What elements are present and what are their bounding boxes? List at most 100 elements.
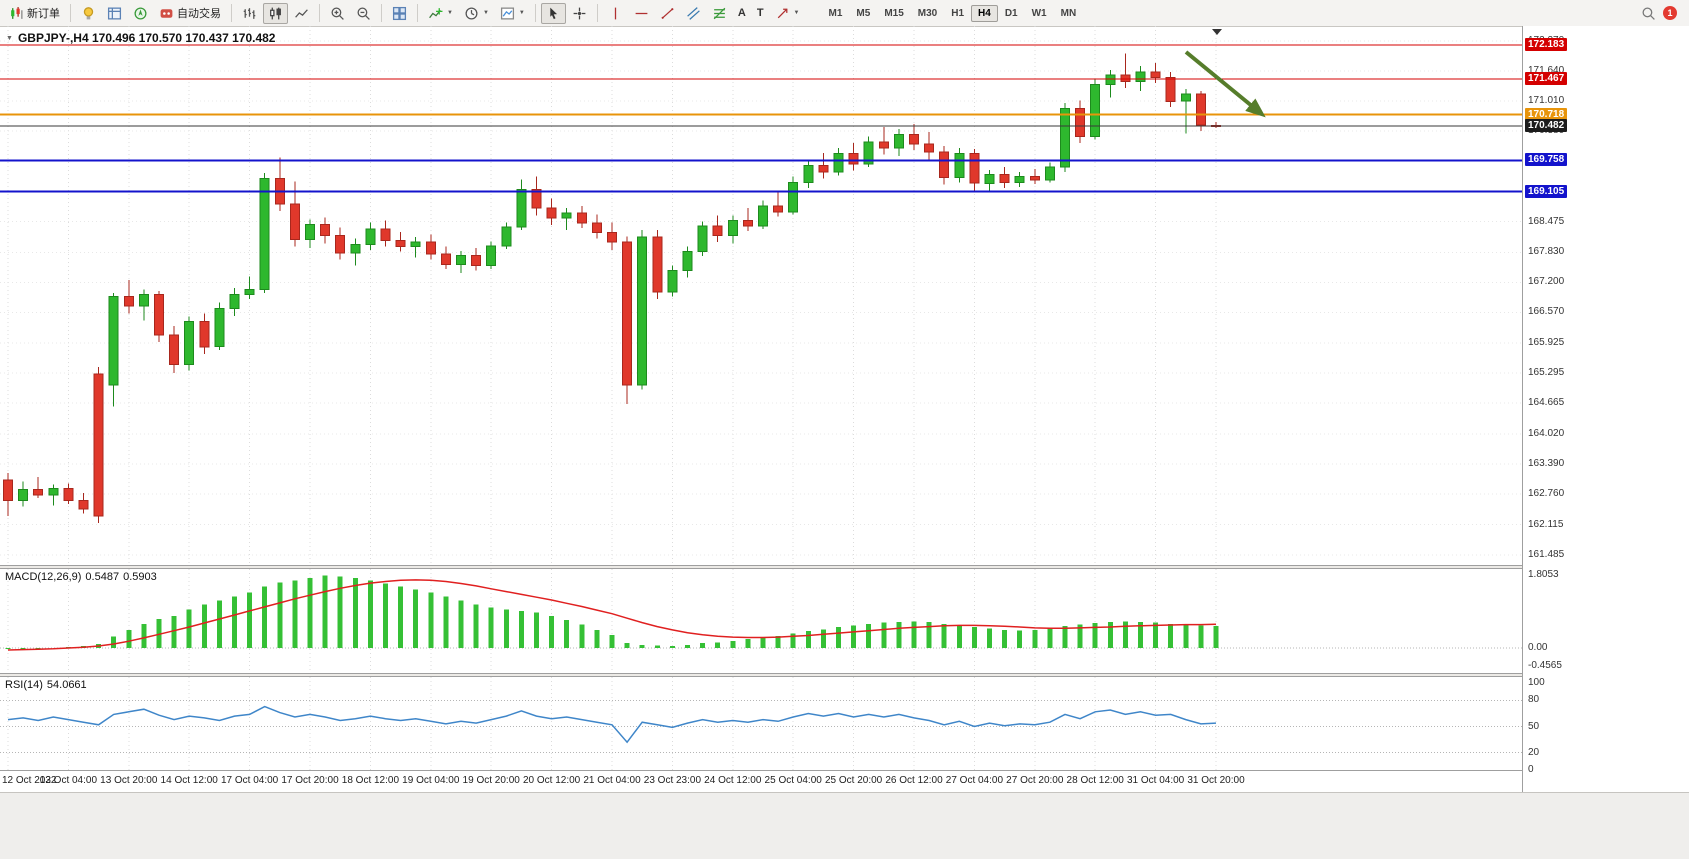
line-chart-icon <box>294 6 309 21</box>
trend-arrow-annotation[interactable] <box>1184 50 1266 118</box>
price-axis[interactable]: 172.270171.640171.010170.380169.750169.1… <box>1522 26 1689 792</box>
macd-histogram <box>5 575 1219 650</box>
timeframe-h4-button[interactable]: H4 <box>971 4 998 22</box>
indicators-button[interactable]: ▼ <box>423 3 458 24</box>
chart-shift-marker[interactable] <box>1212 29 1222 35</box>
macd-value-signal: 0.5903 <box>123 571 157 583</box>
timeframe-m5-button[interactable]: M5 <box>856 7 871 19</box>
line-chart-mode-button[interactable] <box>289 3 314 24</box>
price-tick: 167.200 <box>1528 276 1565 288</box>
rsi-tick: 80 <box>1528 694 1540 706</box>
navigator-button[interactable] <box>128 3 153 24</box>
price-tick: 164.665 <box>1528 397 1565 409</box>
time-axis[interactable]: 12 Oct 2022 13 Oct 04:00 13 Oct 20:00 14 Oc… <box>0 770 1522 793</box>
tile-windows-button[interactable] <box>387 3 412 24</box>
channel-tool-button[interactable] <box>681 3 706 24</box>
toolbar-right-group: 1 <box>1641 6 1685 21</box>
timeframe-w1-button[interactable]: W1 <box>1031 7 1047 19</box>
time-label: 13 Oct 20:00 <box>100 775 158 786</box>
time-label: 26 Oct 12:00 <box>885 775 943 786</box>
time-label: 17 Oct 04:00 <box>220 775 279 786</box>
cursor-tool-button[interactable] <box>540 2 566 24</box>
price-badge: 171.467 <box>1525 72 1568 86</box>
bar-chart-icon <box>242 6 257 21</box>
macd-value-main: 0.5487 <box>85 571 120 583</box>
fibonacci-tool-button[interactable] <box>707 3 732 24</box>
timeframe-m1-button[interactable]: M1 <box>828 7 843 19</box>
rsi-tick: 100 <box>1528 677 1545 689</box>
time-label: 19 Oct 20:00 <box>462 775 520 786</box>
crosshair-tool-button[interactable] <box>567 3 592 24</box>
price-tick: 162.115 <box>1528 518 1564 530</box>
zoom-in-icon <box>330 6 345 21</box>
arrows-tool-button[interactable]: ▼ <box>770 3 805 24</box>
macd-tick: 0.00 <box>1528 642 1548 653</box>
price-tick: 171.010 <box>1528 94 1565 106</box>
channel-icon <box>686 6 701 21</box>
candlestick-mode-button[interactable] <box>263 2 288 24</box>
bar-chart-mode-button[interactable] <box>237 3 262 24</box>
gridlines <box>0 26 1522 565</box>
time-label: 14 Oct 12:00 <box>160 775 218 786</box>
trendline-icon <box>660 6 675 21</box>
horizontal-line-tool-button[interactable] <box>629 3 654 24</box>
chart-title-bar: ▼ GBPJPY-,H4 170.496 170.570 170.437 170… <box>6 31 275 45</box>
rsi-tick: 0 <box>1528 764 1534 775</box>
template-chart-icon <box>500 6 515 21</box>
time-label: 27 Oct 04:00 <box>945 775 1004 786</box>
timeframe-m30-button[interactable]: M30 <box>917 7 938 19</box>
toolbar-separator <box>231 4 232 22</box>
text-tool-button[interactable]: A <box>733 4 751 22</box>
macd-tick: 1.8053 <box>1528 569 1559 581</box>
rsi-value: 54.0661 <box>46 679 87 691</box>
rsi-line <box>7 705 1217 744</box>
panel-divider[interactable] <box>0 565 1689 569</box>
notification-badge[interactable]: 1 <box>1663 6 1677 20</box>
one-click-trading-toggle[interactable]: ▼ <box>6 34 13 42</box>
arrow-shape-icon <box>775 6 790 21</box>
tile-windows-icon <box>392 6 407 21</box>
time-label: 21 Oct 04:00 <box>583 775 641 786</box>
new-order-label: 新订单 <box>27 8 60 20</box>
search-icon[interactable] <box>1641 6 1656 21</box>
vertical-line-icon <box>608 6 623 21</box>
timeframe-m15-button[interactable]: M15 <box>884 7 904 19</box>
new-chart-button[interactable] <box>102 3 127 24</box>
lightbulb-button[interactable] <box>76 3 101 24</box>
zoom-out-button[interactable] <box>351 3 376 24</box>
time-label: 24 Oct 12:00 <box>704 775 762 786</box>
indicators-plus-icon <box>428 6 443 21</box>
lightbulb-icon <box>81 6 96 21</box>
time-label: 19 Oct 04:00 <box>402 775 460 786</box>
chart-title: GBPJPY-,H4 170.496 170.570 170.437 170.4… <box>17 31 276 45</box>
price-chart[interactable] <box>0 26 1522 565</box>
trendline-tool-button[interactable] <box>655 3 680 24</box>
label-tool-button[interactable]: T <box>752 4 769 22</box>
chevron-down-icon: ▼ <box>793 10 800 16</box>
gridlines <box>0 677 1522 770</box>
macd-panel[interactable] <box>0 569 1522 673</box>
zoom-in-button[interactable] <box>325 3 350 24</box>
new-chart-icon <box>107 6 122 21</box>
panel-divider[interactable] <box>0 673 1689 677</box>
macd-name: MACD(12,26,9) <box>5 571 82 583</box>
timeframe-h1-button[interactable]: H1 <box>951 7 965 19</box>
timeframe-mn-button[interactable]: MN <box>1060 7 1077 19</box>
rsi-panel[interactable] <box>0 677 1522 770</box>
rsi-tick: 20 <box>1528 746 1540 758</box>
time-label: 25 Oct 04:00 <box>764 775 822 786</box>
new-order-button[interactable]: 新订单 <box>4 2 65 24</box>
time-label: 28 Oct 12:00 <box>1066 775 1124 786</box>
vertical-line-tool-button[interactable] <box>603 3 628 24</box>
autotrading-button[interactable]: 自动交易 <box>154 2 226 24</box>
templates-button[interactable]: ▼ <box>495 3 530 24</box>
periods-button[interactable]: ▼ <box>459 3 494 24</box>
crosshair-icon <box>572 6 587 21</box>
timeframe-d1-button[interactable]: D1 <box>1004 7 1018 19</box>
price-tick: 168.475 <box>1528 215 1565 227</box>
time-label: 31 Oct 04:00 <box>1126 775 1185 786</box>
horizontal-lines[interactable] <box>0 44 1522 193</box>
clock-icon <box>464 6 479 21</box>
price-badge: 170.482 <box>1525 118 1568 132</box>
